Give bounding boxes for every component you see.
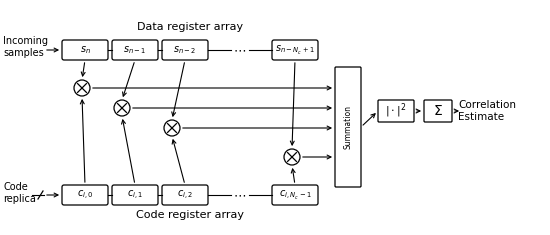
FancyBboxPatch shape xyxy=(112,40,158,60)
Text: $|\cdot|^2$: $|\cdot|^2$ xyxy=(385,102,407,120)
Text: $s_n$: $s_n$ xyxy=(80,44,90,56)
Text: $\cdots$: $\cdots$ xyxy=(233,43,246,56)
FancyBboxPatch shape xyxy=(62,40,108,60)
FancyBboxPatch shape xyxy=(62,185,108,205)
Text: Code register array: Code register array xyxy=(136,210,244,220)
Circle shape xyxy=(284,149,300,165)
Text: $\Sigma$: $\Sigma$ xyxy=(433,104,443,118)
Text: $c_{i,2}$: $c_{i,2}$ xyxy=(177,188,193,202)
Text: $c_{i,N_c-1}$: $c_{i,N_c-1}$ xyxy=(279,188,311,202)
Text: $c_{i,0}$: $c_{i,0}$ xyxy=(76,188,94,202)
Text: Incoming
samples: Incoming samples xyxy=(3,36,48,58)
Text: $s_{n-N_c+1}$: $s_{n-N_c+1}$ xyxy=(275,43,315,57)
Text: Summation: Summation xyxy=(344,105,353,149)
Text: $s_{n-1}$: $s_{n-1}$ xyxy=(123,44,147,56)
Circle shape xyxy=(164,120,180,136)
FancyBboxPatch shape xyxy=(378,100,414,122)
FancyBboxPatch shape xyxy=(424,100,452,122)
Text: $\cdots$: $\cdots$ xyxy=(233,188,246,201)
Text: $s_{n-2}$: $s_{n-2}$ xyxy=(173,44,197,56)
Text: Code
replica: Code replica xyxy=(3,182,36,204)
Circle shape xyxy=(114,100,130,116)
FancyBboxPatch shape xyxy=(162,185,208,205)
Text: Correlation
Estimate: Correlation Estimate xyxy=(458,100,516,122)
FancyBboxPatch shape xyxy=(162,40,208,60)
FancyBboxPatch shape xyxy=(335,67,361,187)
FancyBboxPatch shape xyxy=(272,185,318,205)
Text: $c_{i,1}$: $c_{i,1}$ xyxy=(127,188,143,202)
Circle shape xyxy=(74,80,90,96)
Text: Data register array: Data register array xyxy=(137,22,243,32)
FancyBboxPatch shape xyxy=(112,185,158,205)
FancyBboxPatch shape xyxy=(272,40,318,60)
